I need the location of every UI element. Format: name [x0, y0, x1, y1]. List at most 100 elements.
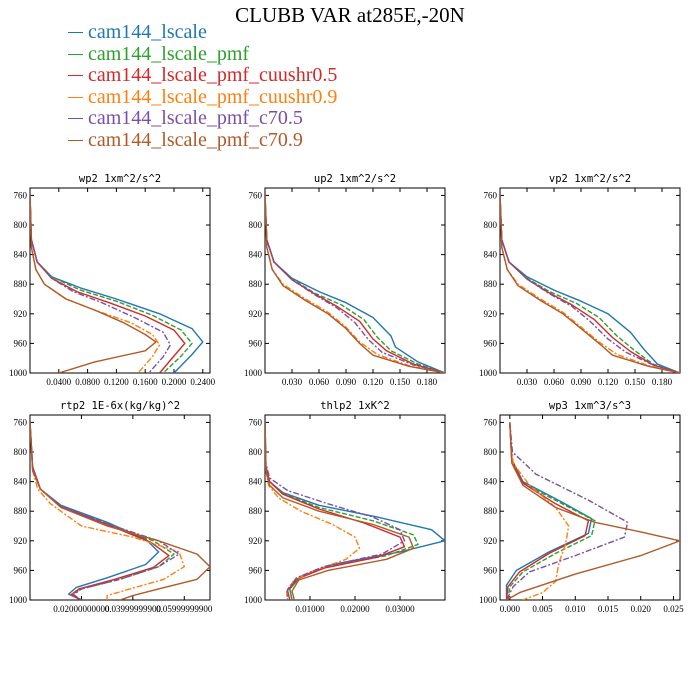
chart-panel: wp2 1xm^2/s^2 760 800 840 880 920 960 1000 0.040… — [9, 173, 216, 387]
y-tick-label: 760 — [14, 417, 28, 427]
series-line — [500, 195, 680, 373]
series-line — [265, 195, 445, 373]
series-line — [265, 422, 419, 600]
plot-frame — [499, 414, 681, 601]
x-tick-label: 0.060 — [544, 377, 565, 387]
legend-swatch — [68, 139, 83, 141]
x-tick-label: 0.2000 — [162, 377, 187, 387]
legend-label: cam144_lscale_pmf_c70.5 — [88, 107, 303, 130]
x-tick-label: 0.090 — [571, 377, 592, 387]
chart-panel: rtp2 1E-6x(kg/kg)^2 760 800 840 880 920 960 100… — [9, 400, 213, 614]
x-tick-label: 0.180 — [417, 377, 438, 387]
legend: cam144_lscale cam144_lscale_pmf cam144_lsc… — [68, 22, 337, 151]
series-line — [30, 422, 180, 600]
series-group — [30, 195, 204, 373]
legend-label: cam144_lscale_pmf_c70.9 — [88, 128, 303, 151]
series-line — [30, 195, 161, 373]
x-tick-label: 0.0400 — [46, 377, 71, 387]
y-tick-label: 1000 — [479, 595, 498, 605]
legend-swatch — [68, 32, 83, 34]
y-tick-label: 760 — [484, 417, 498, 427]
x-tick-label: 0.03000 — [385, 604, 415, 614]
series-line — [265, 195, 445, 373]
series-line — [265, 422, 415, 600]
y-tick-label: 1000 — [479, 368, 498, 378]
series-line — [500, 195, 680, 373]
y-tick-label: 840 — [484, 250, 498, 260]
x-tick-label: 0.030 — [282, 377, 303, 387]
y-tick-label: 800 — [14, 220, 28, 230]
chart-title: up2 1xm^2/s^2 — [314, 173, 396, 185]
legend-entry: cam144_lscale — [68, 22, 337, 44]
y-tick-label: 1000 — [244, 595, 263, 605]
y-tick-label: 960 — [249, 338, 263, 348]
x-tick-label: 0.1600 — [133, 377, 158, 387]
x-tick-label: 0.1200 — [104, 377, 129, 387]
x-tick-label: 0.030 — [517, 377, 538, 387]
series-line — [506, 422, 680, 600]
y-tick-label: 840 — [484, 477, 498, 487]
legend-label: cam144_lscale_pmf_cuushr0.5 — [88, 64, 338, 87]
series-group — [505, 422, 680, 600]
legend-swatch — [68, 96, 83, 98]
series-line — [265, 195, 445, 373]
x-tick-label: 0.010 — [565, 604, 586, 614]
x-tick-label: 0.020 — [631, 604, 652, 614]
y-tick-label: 840 — [14, 250, 28, 260]
figure-title: CLUBB VAR at285E,-20N — [235, 3, 465, 27]
y-tick-label: 760 — [14, 190, 28, 200]
legend-swatch — [68, 53, 83, 55]
x-tick-label: 0.05999999900 — [156, 604, 213, 614]
y-tick-label: 920 — [484, 309, 498, 319]
y-tick-label: 800 — [249, 447, 263, 457]
x-tick-label: 0.000 — [500, 604, 521, 614]
legend-entry: cam144_lscale_pmf_c70.5 — [68, 108, 337, 130]
y-tick-label: 920 — [484, 536, 498, 546]
series-line — [265, 422, 406, 600]
x-tick-label: 0.2400 — [190, 377, 215, 387]
legend-swatch — [68, 118, 83, 120]
y-tick-label: 880 — [249, 279, 263, 289]
y-tick-label: 960 — [14, 338, 28, 348]
series-line — [505, 422, 629, 600]
x-tick-label: 0.150 — [390, 377, 411, 387]
series-line — [500, 195, 680, 373]
legend-entry: cam144_lscale_pmf_c70.9 — [68, 128, 337, 152]
x-tick-label: 0.015 — [598, 604, 619, 614]
series-line — [30, 195, 204, 373]
series-line — [500, 195, 680, 373]
y-tick-label: 920 — [249, 536, 263, 546]
series-line — [30, 422, 175, 600]
chart-title: wp2 1xm^2/s^2 — [79, 173, 161, 185]
x-tick-label: 0.0800 — [75, 377, 100, 387]
y-tick-label: 880 — [14, 279, 28, 289]
y-tick-label: 960 — [484, 565, 498, 575]
plot-frame — [499, 187, 681, 374]
series-line — [507, 422, 596, 600]
plot-frame — [29, 187, 211, 374]
series-line — [30, 195, 157, 373]
y-tick-label: 880 — [484, 279, 498, 289]
legend-label: cam144_lscale_pmf_cuushr0.9 — [88, 85, 338, 108]
chart-panel: up2 1xm^2/s^2 760 800 840 880 920 960 1000 0.030… — [244, 173, 446, 387]
legend-label: cam144_lscale_pmf — [88, 42, 250, 65]
series-line — [30, 195, 186, 373]
y-tick-label: 800 — [14, 447, 28, 457]
chart-title: wp3 1xm^3/s^3 — [549, 400, 631, 412]
legend-entry: cam144_lscale_pmf_cuushr0.9 — [68, 85, 338, 109]
series-line — [265, 195, 445, 373]
y-tick-label: 800 — [484, 447, 498, 457]
y-tick-label: 840 — [249, 477, 263, 487]
x-tick-label: 0.180 — [652, 377, 673, 387]
y-tick-label: 960 — [249, 565, 263, 575]
y-tick-label: 920 — [249, 309, 263, 319]
legend-entry: cam144_lscale_pmf — [68, 42, 337, 66]
series-line — [30, 422, 210, 600]
y-tick-label: 800 — [249, 220, 263, 230]
chart-title: vp2 1xm^2/s^2 — [549, 173, 631, 185]
chart-panel: vp2 1xm^2/s^2 760 800 840 880 920 960 1000 0.030… — [479, 173, 681, 387]
series-line — [265, 422, 406, 600]
x-tick-label: 0.02000 — [340, 604, 370, 614]
y-tick-label: 1000 — [9, 368, 28, 378]
